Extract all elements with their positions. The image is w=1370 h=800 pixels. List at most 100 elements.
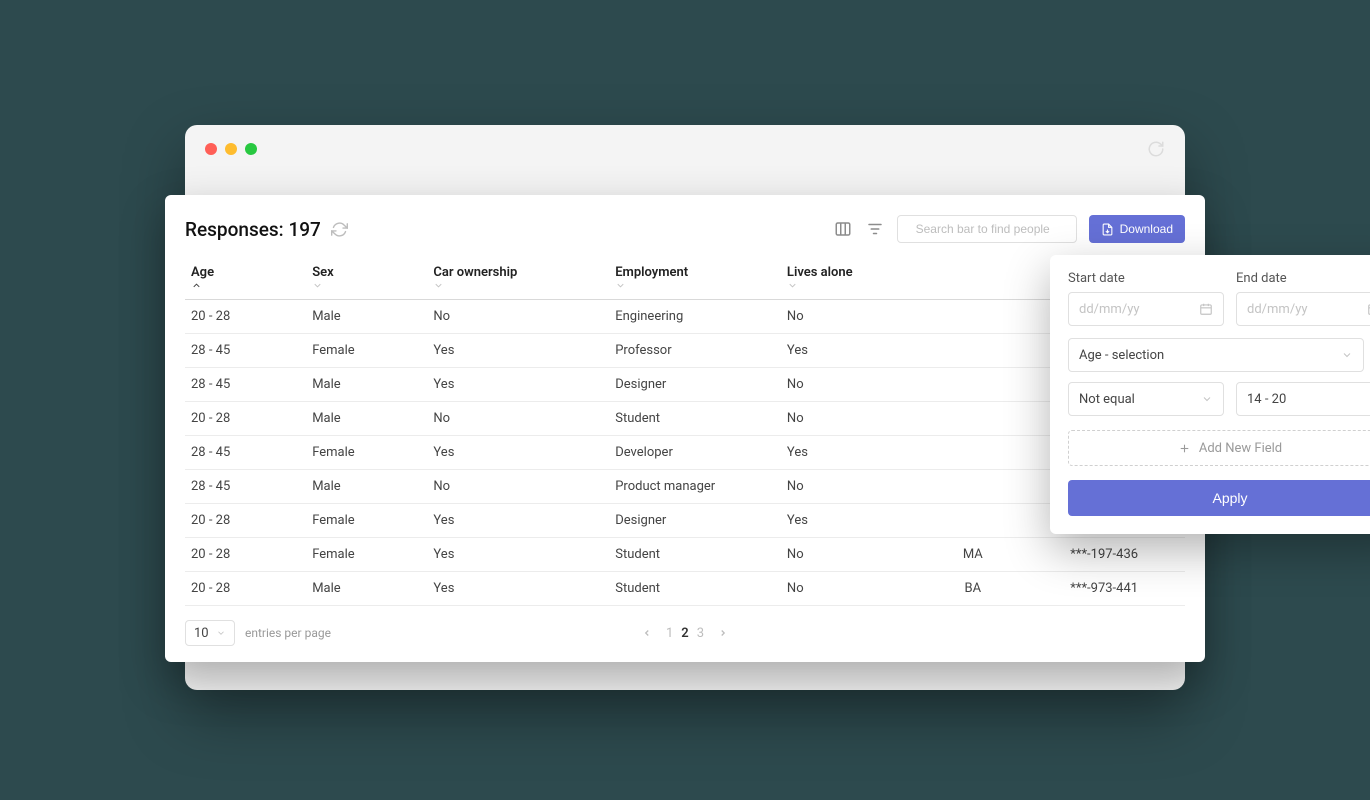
cell-car: No	[427, 300, 609, 334]
filter-operator-select[interactable]: Not equal	[1068, 382, 1224, 416]
close-window-button[interactable]	[205, 143, 217, 155]
end-date-input[interactable]: dd/mm/yy	[1236, 292, 1370, 326]
apply-button[interactable]: Apply	[1068, 480, 1370, 516]
table-row[interactable]: 20 - 28FemaleYesStudentNoMA***-197-436	[185, 538, 1185, 572]
page-next[interactable]	[718, 628, 728, 638]
cell-edu: BA	[922, 572, 1023, 606]
cell-lives: Yes	[781, 504, 922, 538]
filter-field-value: Age - selection	[1079, 348, 1164, 363]
cell-sex: Female	[306, 334, 427, 368]
table-body: 20 - 28MaleNoEngineeringNo28 - 45FemaleY…	[185, 300, 1185, 606]
table-row[interactable]: 20 - 28MaleYesStudentNoBA***-973-441	[185, 572, 1185, 606]
sort-asc-icon	[191, 280, 300, 291]
filter-field-select[interactable]: Age - selection	[1068, 338, 1364, 372]
cell-sex: Male	[306, 470, 427, 504]
search-box[interactable]	[897, 215, 1077, 243]
filter-button[interactable]	[865, 219, 885, 239]
cell-emp: Product manager	[609, 470, 781, 504]
table-row[interactable]: 28 - 45FemaleYesDeveloperYes	[185, 436, 1185, 470]
cell-lives: No	[781, 470, 922, 504]
column-header-sex[interactable]: Sex	[306, 257, 427, 300]
cell-edu	[922, 300, 1023, 334]
cell-car: Yes	[427, 368, 609, 402]
start-date-input[interactable]: dd/mm/yy	[1068, 292, 1224, 326]
download-label: Download	[1120, 222, 1173, 236]
cell-emp: Developer	[609, 436, 781, 470]
cell-emp: Designer	[609, 368, 781, 402]
cell-age: 28 - 45	[185, 470, 306, 504]
table-header: AgeSexCar ownershipEmploymentLives alone	[185, 257, 1185, 300]
cell-sex: Male	[306, 300, 427, 334]
cell-edu	[922, 504, 1023, 538]
table-row[interactable]: 20 - 28MaleNoStudentNo	[185, 402, 1185, 436]
page-title: Responses: 197	[185, 218, 321, 241]
table-row[interactable]: 20 - 28FemaleYesDesignerYes	[185, 504, 1185, 538]
cell-emp: Student	[609, 572, 781, 606]
cell-edu	[922, 368, 1023, 402]
cell-edu	[922, 334, 1023, 368]
cell-car: No	[427, 470, 609, 504]
chevron-down-icon	[1341, 349, 1353, 361]
page-prev[interactable]	[642, 628, 652, 638]
apply-label: Apply	[1212, 490, 1247, 506]
column-header-edu[interactable]	[922, 257, 1023, 300]
add-field-label: Add New Field	[1199, 441, 1282, 456]
maximize-window-button[interactable]	[245, 143, 257, 155]
cell-car: Yes	[427, 334, 609, 368]
pagination: 123	[642, 626, 728, 641]
add-new-field-button[interactable]: Add New Field	[1068, 430, 1370, 466]
chevron-down-icon	[1201, 393, 1213, 405]
filter-panel: Start date dd/mm/yy End date dd/mm/yy Ag…	[1050, 255, 1370, 534]
sort-icon	[787, 280, 916, 291]
end-date-label: End date	[1236, 271, 1370, 286]
calendar-icon	[1199, 302, 1213, 316]
table-row[interactable]: 20 - 28MaleNoEngineeringNo	[185, 300, 1185, 334]
cell-ssn: ***-197-436	[1023, 538, 1185, 572]
refresh-button[interactable]	[331, 221, 348, 238]
entries-label: entries per page	[245, 626, 331, 640]
cell-emp: Student	[609, 402, 781, 436]
cell-age: 20 - 28	[185, 538, 306, 572]
download-icon	[1101, 223, 1114, 236]
entries-per-page-select[interactable]: 10	[185, 620, 235, 646]
plus-icon	[1178, 442, 1191, 455]
cell-car: Yes	[427, 572, 609, 606]
page-2[interactable]: 2	[681, 626, 688, 641]
panel-header: Responses: 197 Download	[185, 215, 1185, 243]
page-1[interactable]: 1	[666, 626, 673, 641]
cell-age: 20 - 28	[185, 572, 306, 606]
column-header-age[interactable]: Age	[185, 257, 306, 300]
cell-lives: No	[781, 368, 922, 402]
column-header-emp[interactable]: Employment	[609, 257, 781, 300]
download-button[interactable]: Download	[1089, 215, 1185, 243]
end-date-placeholder: dd/mm/yy	[1247, 302, 1308, 317]
cell-sex: Female	[306, 538, 427, 572]
cell-age: 28 - 45	[185, 436, 306, 470]
page-3[interactable]: 3	[697, 626, 704, 641]
columns-button[interactable]	[833, 219, 853, 239]
cell-age: 20 - 28	[185, 402, 306, 436]
cell-car: Yes	[427, 538, 609, 572]
cell-emp: Designer	[609, 504, 781, 538]
table-footer: 10 entries per page 123	[185, 620, 1185, 646]
minimize-window-button[interactable]	[225, 143, 237, 155]
cell-edu	[922, 402, 1023, 436]
filter-value-input[interactable]: 14 - 20	[1236, 382, 1370, 416]
cell-edu: MA	[922, 538, 1023, 572]
table-row[interactable]: 28 - 45FemaleYesProfessorYes	[185, 334, 1185, 368]
cell-emp: Student	[609, 538, 781, 572]
cell-car: Yes	[427, 504, 609, 538]
sort-icon	[615, 280, 775, 291]
cell-lives: No	[781, 402, 922, 436]
sort-icon	[312, 280, 421, 291]
table-row[interactable]: 28 - 45MaleNoProduct managerNo	[185, 470, 1185, 504]
search-input[interactable]	[916, 222, 1071, 236]
cell-age: 28 - 45	[185, 368, 306, 402]
cell-lives: Yes	[781, 436, 922, 470]
table-row[interactable]: 28 - 45MaleYesDesignerNo	[185, 368, 1185, 402]
sync-icon	[1147, 140, 1165, 158]
column-header-car[interactable]: Car ownership	[427, 257, 609, 300]
cell-emp: Engineering	[609, 300, 781, 334]
start-date-placeholder: dd/mm/yy	[1079, 302, 1140, 317]
column-header-lives[interactable]: Lives alone	[781, 257, 922, 300]
